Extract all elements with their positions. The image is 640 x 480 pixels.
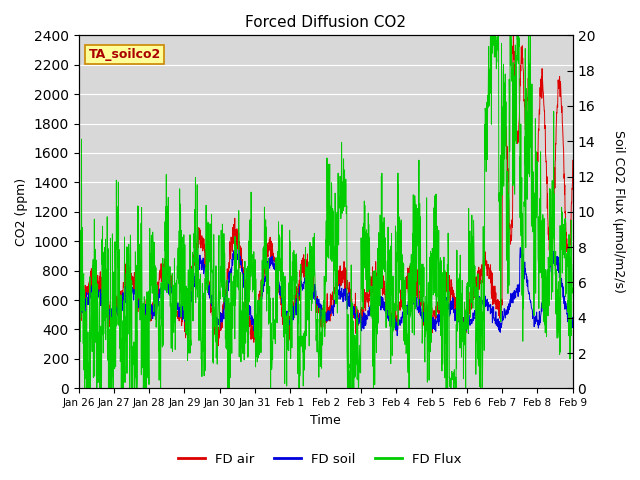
Y-axis label: CO2 (ppm): CO2 (ppm) — [15, 178, 28, 246]
Legend: FD air, FD soil, FD Flux: FD air, FD soil, FD Flux — [173, 447, 467, 471]
Title: Forced Diffusion CO2: Forced Diffusion CO2 — [245, 15, 406, 30]
X-axis label: Time: Time — [310, 414, 341, 427]
Text: TA_soilco2: TA_soilco2 — [88, 48, 161, 60]
Y-axis label: Soil CO2 Flux (μmol/m2/s): Soil CO2 Flux (μmol/m2/s) — [612, 131, 625, 293]
